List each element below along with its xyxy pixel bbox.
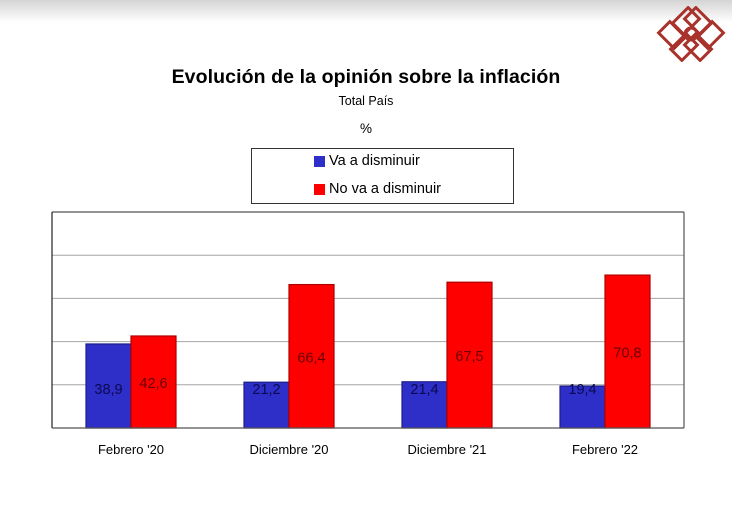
legend-swatch-red	[314, 183, 325, 195]
legend-item-no-va-a-disminuir: No va a disminuir	[314, 181, 441, 197]
header-band	[0, 0, 732, 22]
bar-no-va-a-disminuir	[288, 283, 335, 429]
bar-no-va-a-disminuir	[604, 274, 651, 429]
x-tick-label: Febrero '22	[572, 442, 638, 457]
bars	[85, 274, 651, 429]
chart-subtitle: Total País	[338, 94, 394, 108]
bar-va-a-disminuir	[243, 381, 290, 429]
x-tick-label: Febrero '20	[98, 442, 164, 457]
data-label: 21,2	[252, 382, 280, 398]
data-labels: 38,9 42,6 21,2 66,4 21,4 67,5 19,4 70,8	[94, 346, 641, 398]
legend: Va a disminuir No va a disminuir	[251, 148, 514, 204]
legend-swatch-blue	[314, 155, 325, 167]
x-tick-label: Diciembre '21	[407, 442, 486, 457]
bar-va-a-disminuir	[401, 381, 448, 429]
legend-item-va-a-disminuir: Va a disminuir	[314, 153, 420, 169]
data-label: 42,6	[139, 376, 167, 392]
bar-no-va-a-disminuir	[130, 335, 177, 429]
x-axis-labels: Febrero '20 Diciembre '20 Diciembre '21 Feb…	[98, 442, 638, 457]
bar-va-a-disminuir	[85, 343, 132, 429]
unit-label: %	[359, 121, 372, 136]
data-label: 19,4	[568, 382, 596, 398]
data-label: 67,5	[455, 349, 483, 365]
logo-icon	[656, 6, 726, 62]
plot-frame	[51, 211, 685, 429]
bar-no-va-a-disminuir	[446, 281, 493, 429]
data-label: 38,9	[94, 382, 122, 398]
legend-label: Va a disminuir	[329, 153, 420, 169]
chart-title: Evolución de la opinión sobre la inflaci…	[171, 66, 561, 88]
data-label: 66,4	[297, 350, 325, 366]
x-tick-label: Diciembre '20	[249, 442, 328, 457]
data-label: 70,8	[613, 346, 641, 362]
bar-va-a-disminuir	[559, 385, 606, 429]
data-label: 21,4	[410, 382, 438, 398]
legend-label: No va a disminuir	[329, 181, 442, 197]
